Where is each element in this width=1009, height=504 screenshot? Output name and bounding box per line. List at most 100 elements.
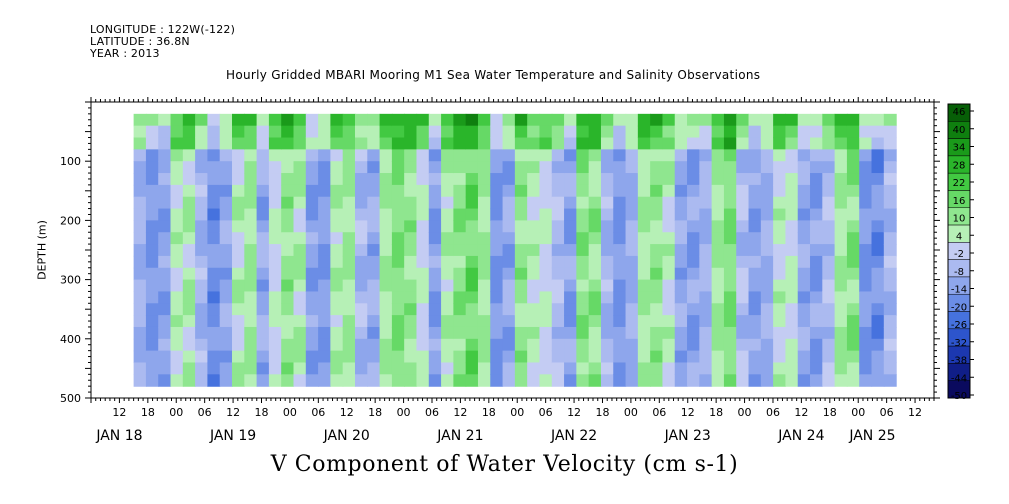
heatmap-cell	[465, 137, 479, 150]
heatmap-cell	[367, 196, 381, 210]
heatmap-cell	[256, 291, 270, 304]
heatmap-cell	[305, 303, 319, 316]
heatmap-cell	[133, 350, 147, 364]
x-hour-label: 06	[539, 406, 553, 419]
heatmap-cell	[207, 326, 221, 340]
heatmap-cell	[760, 350, 774, 364]
heatmap-cell	[674, 362, 688, 375]
heatmap-cell	[600, 267, 614, 281]
heatmap-cell	[650, 291, 664, 304]
heatmap-cell	[404, 208, 418, 221]
heatmap-cell	[256, 125, 270, 139]
heatmap-cell	[330, 326, 344, 340]
heatmap-cell	[810, 125, 823, 139]
heatmap-cell	[650, 350, 664, 364]
heatmap-cell	[453, 220, 467, 233]
heatmap-cell	[687, 374, 700, 387]
heatmap-cell	[637, 315, 651, 328]
heatmap-cell	[527, 220, 541, 233]
heatmap-cell	[158, 315, 172, 328]
heatmap-cell	[256, 350, 270, 364]
heatmap-cell	[330, 315, 344, 328]
heatmap-cell	[711, 326, 725, 340]
heatmap-cell	[871, 374, 885, 387]
heatmap-cell	[219, 149, 233, 162]
heatmap-cell	[367, 326, 381, 340]
heatmap-cell	[219, 338, 233, 352]
x-hour-label: 06	[198, 406, 212, 419]
heatmap-cell	[404, 291, 418, 304]
heatmap-cell	[441, 338, 454, 352]
heatmap-cell	[674, 113, 688, 127]
heatmap-cell	[810, 315, 823, 328]
x-hour-label: 12	[794, 406, 808, 419]
heatmap-cell	[846, 267, 860, 281]
heatmap-cell	[195, 173, 209, 186]
heatmap-cell	[551, 113, 565, 127]
heatmap-cell	[514, 184, 528, 198]
heatmap-cell	[232, 326, 245, 340]
heatmap-cell	[883, 279, 897, 293]
heatmap-cell	[244, 362, 258, 375]
heatmap-cell	[785, 255, 799, 269]
heatmap-cell	[600, 125, 614, 139]
x-hour-label: 18	[595, 406, 609, 419]
heatmap-cell	[379, 161, 393, 174]
heatmap-cell	[232, 267, 245, 281]
heatmap-cell	[514, 161, 528, 174]
heatmap-cell	[182, 137, 196, 150]
heatmap-cell	[723, 232, 737, 245]
heatmap-cell	[871, 255, 885, 269]
heatmap-cell	[785, 338, 799, 352]
heatmap-cell	[564, 137, 577, 150]
heatmap-cell	[428, 232, 442, 245]
heatmap-cell	[650, 196, 664, 210]
heatmap-cell	[293, 350, 307, 364]
heatmap-cell	[600, 161, 614, 174]
heatmap-cell	[883, 173, 897, 186]
heatmap-cell	[367, 113, 381, 127]
heatmap-cell	[760, 113, 774, 127]
longitude-label: LONGITUDE : 122W(-122)	[90, 23, 236, 36]
heatmap-cell	[354, 173, 368, 186]
heatmap-cell	[182, 279, 196, 293]
heatmap-cell	[305, 267, 319, 281]
heatmap-cell	[453, 232, 467, 245]
heatmap-cell	[564, 125, 577, 139]
heatmap-cell	[281, 291, 295, 304]
heatmap-cell	[170, 315, 184, 328]
heatmap-cell	[305, 291, 319, 304]
heatmap-cell	[490, 279, 504, 293]
heatmap-cell	[342, 279, 356, 293]
heatmap-cell	[822, 303, 836, 316]
heatmap-cell	[674, 184, 688, 198]
heatmap-cell	[785, 362, 799, 375]
heatmap-cell	[711, 244, 725, 257]
heatmap-cell	[244, 303, 258, 316]
heatmap-cell	[244, 113, 258, 127]
heatmap-cell	[822, 208, 836, 221]
heatmap-cell	[834, 161, 848, 174]
heatmap-cell	[723, 279, 737, 293]
heatmap-cell	[219, 184, 233, 198]
heatmap-cell	[625, 255, 639, 269]
heatmap-cell	[428, 362, 442, 375]
heatmap-cell	[158, 303, 172, 316]
heatmap-cell	[687, 338, 700, 352]
heatmap-cell	[256, 374, 270, 387]
heatmap-cell	[244, 255, 258, 269]
heatmap-cell	[846, 350, 860, 364]
heatmap-cell	[514, 291, 528, 304]
heatmap-cell	[379, 326, 393, 340]
heatmap-cell	[637, 338, 651, 352]
heatmap-cell	[182, 173, 196, 186]
heatmap-cell	[637, 149, 651, 162]
heatmap-cell	[662, 232, 676, 245]
heatmap-cell	[428, 220, 442, 233]
heatmap-cell	[834, 184, 848, 198]
heatmap-cell	[367, 161, 381, 174]
heatmap-cell	[773, 220, 787, 233]
heatmap-cell	[195, 137, 209, 150]
heatmap-cell	[354, 362, 368, 375]
